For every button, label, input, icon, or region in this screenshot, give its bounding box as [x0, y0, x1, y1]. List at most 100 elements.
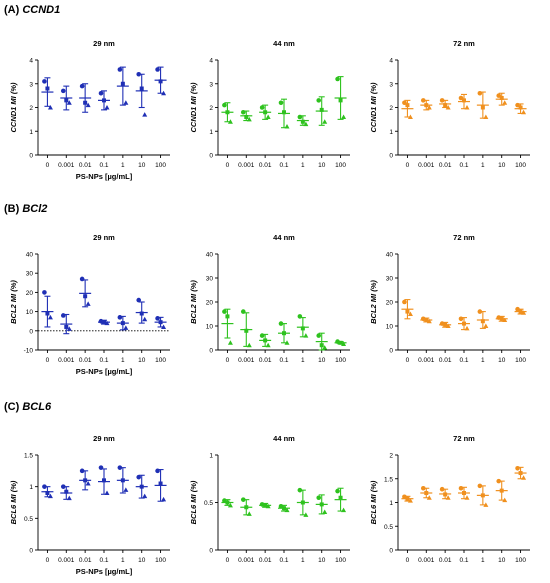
data-point — [282, 110, 286, 115]
data-point — [225, 500, 230, 505]
y-tick-label: 0 — [29, 548, 33, 555]
data-point — [227, 502, 233, 508]
x-tick-label: 0.01 — [259, 557, 272, 564]
data-point — [85, 102, 91, 108]
data-point — [439, 98, 445, 103]
x-tick-label: 1 — [301, 162, 305, 169]
data-point — [246, 116, 252, 122]
data-point — [439, 486, 445, 492]
data-point — [496, 478, 502, 484]
x-tick-label: 0 — [46, 162, 50, 169]
y-tick-label: 0.5 — [384, 524, 393, 531]
data-point — [98, 465, 104, 470]
data-point — [480, 493, 485, 498]
data-point — [278, 321, 284, 326]
x-tick-label: 10 — [138, 557, 146, 564]
data-point — [316, 333, 322, 338]
data-point — [136, 71, 142, 77]
data-point — [462, 321, 466, 326]
data-point — [297, 314, 303, 319]
data-point — [319, 107, 324, 112]
data-point — [155, 468, 160, 474]
data-point — [83, 294, 88, 299]
y-tick-label: 2 — [389, 453, 393, 460]
data-point — [227, 119, 233, 124]
data-point — [102, 478, 106, 483]
x-tick-label: 0.01 — [439, 557, 452, 564]
data-point — [265, 114, 271, 119]
data-point — [244, 505, 249, 510]
data-point — [483, 502, 489, 507]
data-point — [458, 316, 464, 322]
y-tick-label: 10 — [206, 324, 214, 331]
x-tick-label: 1 — [481, 557, 485, 564]
x-tick-label: 0.01 — [79, 162, 92, 169]
data-point — [338, 495, 343, 500]
x-tick-label: 0.1 — [279, 357, 288, 364]
x-tick-label: 0 — [226, 557, 230, 564]
x-tick-label: 0 — [406, 162, 410, 169]
data-point — [424, 103, 429, 108]
data-point — [477, 90, 483, 96]
data-point — [240, 309, 246, 314]
x-tick-label: 0.1 — [279, 162, 288, 169]
x-tick-label: 0.001 — [418, 162, 435, 169]
x-tick-label: 0.1 — [459, 357, 468, 364]
y-tick-label: 40 — [26, 252, 34, 259]
x-tick-label: 1 — [481, 162, 485, 169]
data-point — [502, 100, 508, 105]
y-tick-label: 2 — [389, 105, 393, 112]
data-point — [158, 481, 163, 486]
data-point — [477, 483, 483, 489]
data-point — [45, 491, 50, 495]
y-tick-label: 20 — [26, 290, 34, 297]
data-point — [225, 314, 230, 319]
y-tick-label: 10 — [386, 324, 394, 331]
data-point — [322, 119, 328, 124]
section-gene-c: BCL6 — [22, 401, 52, 413]
data-point — [405, 309, 410, 314]
chart-panel-7: 29 nm 0 0.5 1 1.5 0 0.001 0.01 0.1 1 10 100 BCL6 MI … — [9, 434, 170, 576]
x-tick-label: 0.01 — [439, 162, 452, 169]
data-point — [158, 320, 163, 325]
data-point — [335, 488, 340, 494]
data-point — [85, 301, 91, 306]
data-point — [426, 495, 432, 500]
data-point — [443, 103, 448, 108]
y-tick-label: 0 — [209, 153, 213, 160]
data-point — [300, 119, 305, 124]
data-point — [480, 105, 485, 110]
data-point — [64, 98, 69, 103]
x-tick-label: 0.001 — [238, 557, 255, 564]
data-point — [300, 326, 305, 331]
data-point — [420, 98, 426, 103]
data-point — [120, 478, 125, 483]
data-point — [117, 67, 123, 72]
data-point — [265, 342, 271, 348]
y-axis-label: CCND1 MI (%) — [189, 82, 198, 133]
data-point — [98, 90, 104, 96]
y-tick-label: 2 — [29, 105, 33, 112]
y-tick-label: 40 — [386, 252, 394, 259]
data-point — [227, 340, 233, 345]
data-point — [155, 67, 160, 72]
data-point — [161, 496, 167, 502]
section-gene-b: BCl2 — [22, 203, 48, 215]
data-point — [246, 342, 252, 348]
y-tick-label: 0 — [209, 548, 213, 555]
y-tick-label: 0 — [29, 153, 33, 160]
x-tick-label: 0.001 — [58, 162, 75, 169]
y-tick-label: 0 — [209, 348, 213, 355]
y-tick-label: 4 — [389, 58, 393, 65]
data-point — [407, 498, 413, 503]
x-tick-label: 100 — [335, 162, 346, 169]
y-tick-label: 20 — [386, 300, 394, 307]
y-tick-label: 1 — [389, 500, 393, 507]
data-point — [66, 495, 72, 501]
data-point — [462, 491, 466, 495]
x-tick-label: 0 — [46, 557, 50, 564]
y-tick-label: 1.5 — [384, 476, 393, 483]
data-point — [42, 79, 47, 84]
data-point — [424, 491, 429, 495]
